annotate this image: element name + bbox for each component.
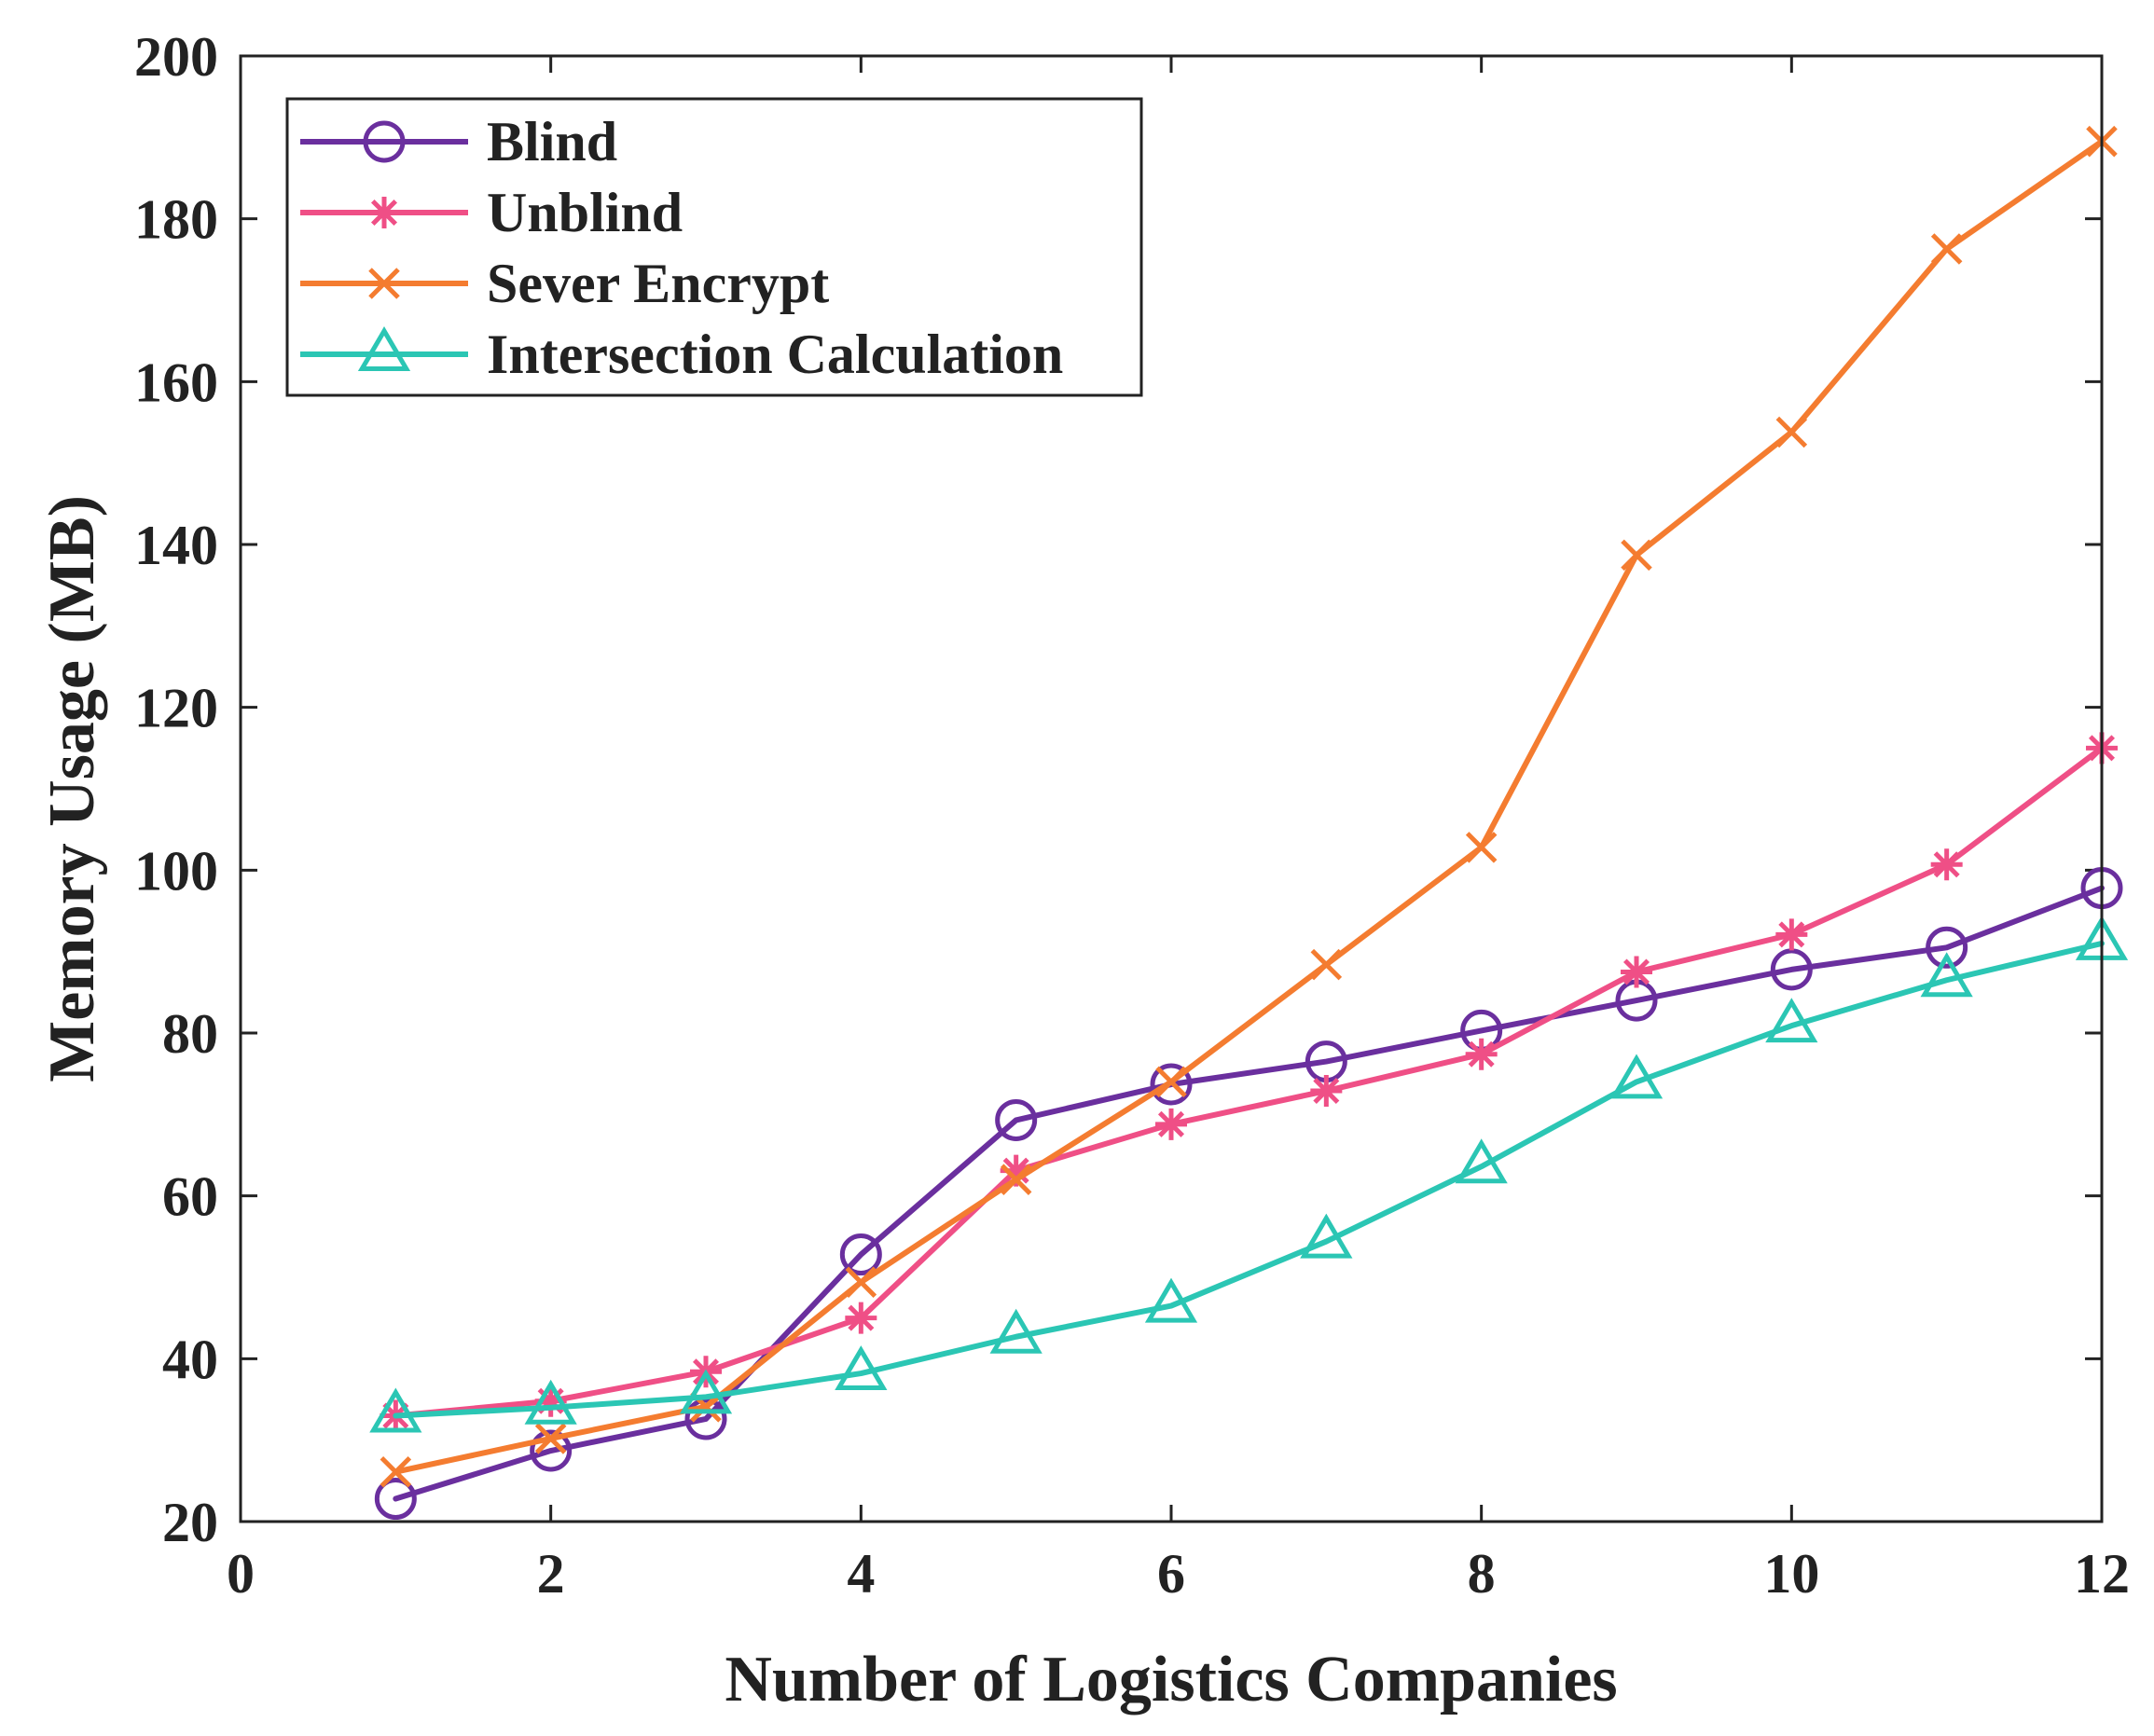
data-point-blind (1150, 1063, 1193, 1106)
axis-ticks: 0 2 4 6 8 10 12 20 40 60 80 100 120 140 160 180 200 (134, 26, 2130, 1605)
legend-entry-intersection-calculation: Intersection Calculation (300, 324, 1063, 385)
x-tick-label: 4 (847, 1543, 875, 1605)
x-tick-label: 2 (537, 1543, 565, 1605)
legend-label-sever-encrypt: Sever Encrypt (487, 253, 829, 314)
y-tick-label: 80 (162, 1003, 218, 1065)
data-point-intersection-calculation (1765, 998, 1818, 1043)
data-point-sever-encrypt (534, 1423, 567, 1454)
x-tick-label: 12 (2074, 1543, 2130, 1605)
data-point-blind (684, 1398, 727, 1440)
legend-entry-unblind: Unblind (300, 182, 683, 243)
data-point-blind (530, 1429, 573, 1472)
data-point-unblind (1775, 918, 1808, 951)
legend-entry-sever-encrypt: Sever Encrypt (300, 253, 829, 314)
y-tick-label: 120 (134, 678, 218, 739)
data-point-blind (374, 1478, 417, 1521)
y-tick-label: 100 (134, 840, 218, 902)
data-point-sever-encrypt (1155, 1066, 1187, 1098)
data-point-blind (1926, 926, 1968, 969)
legend-label-blind: Blind (487, 111, 617, 172)
data-point-unblind (845, 1302, 877, 1334)
series-line-unblind (393, 745, 2105, 1419)
data-point-intersection-calculation (524, 1379, 577, 1425)
y-axis-title: Memory Usage (MB) (36, 495, 108, 1082)
series-line-intersection-calculation (393, 940, 2105, 1419)
data-point-intersection-calculation (369, 1387, 422, 1433)
data-point-intersection-calculation (1300, 1213, 1353, 1259)
data-series (369, 125, 2129, 1521)
data-point-blind (1305, 1040, 1347, 1083)
data-point-unblind (1465, 1038, 1498, 1070)
y-tick-label: 20 (162, 1492, 218, 1553)
y-tick-label: 200 (134, 26, 218, 88)
x-tick-label: 10 (1763, 1543, 1819, 1605)
x-axis-title: Number of Logistics Companies (725, 1644, 1617, 1715)
legend-marker-intersection-calculation (357, 326, 411, 371)
y-tick-label: 40 (162, 1329, 218, 1390)
legend-entry-blind: Blind (300, 111, 617, 172)
legend-label-unblind: Unblind (487, 182, 683, 243)
legend-marker-blind (363, 120, 406, 163)
data-point-sever-encrypt (380, 1455, 412, 1488)
y-tick-label: 180 (134, 189, 218, 251)
y-tick-label: 60 (162, 1166, 218, 1228)
data-point-blind (1770, 948, 1813, 991)
x-tick-label: 0 (227, 1543, 255, 1605)
data-point-intersection-calculation (1455, 1138, 1508, 1184)
data-point-sever-encrypt (1000, 1164, 1032, 1195)
data-point-intersection-calculation (1920, 952, 1973, 998)
data-point-unblind (1000, 1154, 1032, 1187)
data-point-unblind (1310, 1075, 1343, 1108)
legend-label-intersection-calculation: Intersection Calculation (487, 324, 1063, 385)
data-point-sever-encrypt (1465, 832, 1498, 863)
legend-box (285, 97, 1143, 397)
series-line-sever-encrypt (393, 138, 2105, 1475)
x-tick-label: 8 (1468, 1543, 1496, 1605)
data-point-unblind (1155, 1108, 1187, 1140)
data-point-sever-encrypt (1310, 948, 1343, 981)
data-point-unblind (1930, 848, 1963, 881)
data-point-sever-encrypt (1621, 539, 1652, 572)
data-point-intersection-calculation (835, 1345, 888, 1391)
series-sever-encrypt (380, 125, 2118, 1488)
plot-area-frame (239, 54, 2104, 1523)
y-tick-label: 140 (134, 515, 218, 576)
data-point-blind (839, 1233, 882, 1276)
data-point-intersection-calculation (989, 1308, 1042, 1354)
series-intersection-calculation (369, 915, 2129, 1433)
data-point-sever-encrypt (1930, 233, 1963, 265)
data-point-sever-encrypt (1775, 416, 1808, 448)
legend-marker-sever-encrypt (368, 268, 400, 299)
data-point-unblind (1621, 956, 1652, 988)
data-point-blind (995, 1098, 1038, 1141)
data-point-intersection-calculation (1144, 1277, 1198, 1323)
legend: Blind Unblind Sever Encrypt Intersection Ca… (285, 97, 1143, 397)
x-tick-label: 6 (1157, 1543, 1185, 1605)
legend-marker-unblind (368, 197, 400, 228)
y-tick-label: 160 (134, 351, 218, 413)
data-point-unblind (534, 1385, 567, 1417)
data-point-sever-encrypt (845, 1266, 877, 1299)
data-point-intersection-calculation (1609, 1054, 1664, 1099)
data-point-intersection-calculation (679, 1369, 733, 1414)
series-line-blind (393, 885, 2105, 1502)
